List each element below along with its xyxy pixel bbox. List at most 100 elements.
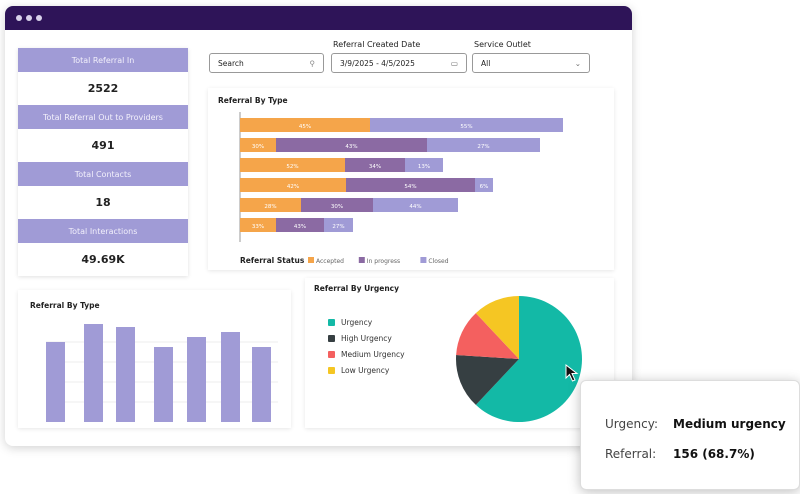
date-value: 3/9/2025 - 4/5/2025 bbox=[340, 58, 415, 68]
column-bar bbox=[221, 332, 240, 422]
pie-slice bbox=[456, 355, 519, 405]
column-bar bbox=[187, 337, 206, 422]
legend-swatch bbox=[328, 351, 335, 358]
bar-segment bbox=[370, 118, 563, 132]
stat-value: 2522 bbox=[87, 82, 119, 95]
data-label: 34% bbox=[369, 164, 381, 170]
stat-value: 49.69K bbox=[81, 253, 125, 266]
cursor-icon bbox=[565, 364, 579, 382]
pie-chart bbox=[456, 296, 582, 422]
bar-segment bbox=[346, 178, 475, 192]
outlet-value: All bbox=[481, 58, 491, 68]
bar-segment bbox=[240, 198, 301, 212]
bar-segment bbox=[240, 158, 345, 172]
column-bar bbox=[252, 347, 271, 422]
legend-label: Low Urgency bbox=[341, 366, 390, 375]
title-bar bbox=[5, 6, 632, 30]
legend-swatch bbox=[420, 257, 427, 263]
tooltip-key: Referral: bbox=[605, 447, 657, 461]
data-label: 45% bbox=[299, 124, 311, 130]
legend-item[interactable]: Urgency bbox=[328, 318, 405, 327]
date-label: Referral Created Date bbox=[333, 40, 421, 49]
window-dot-icon[interactable] bbox=[36, 15, 42, 21]
bar-segment bbox=[240, 218, 276, 232]
data-label: 54% bbox=[404, 184, 416, 190]
stacked-bar-chart: 45% 55% 30% 43% 27% 52% 34% 13% 42% 54% 6% 28% 30% 44… bbox=[239, 112, 563, 265]
stat-label: Total Referral Out to Providers bbox=[18, 105, 188, 129]
bar-segment bbox=[427, 138, 540, 152]
bar-segment bbox=[276, 218, 324, 232]
tooltip-value: 156 (68.7%) bbox=[673, 447, 755, 461]
bar-segment bbox=[373, 198, 458, 212]
data-label: 13% bbox=[418, 164, 430, 170]
legend-swatch bbox=[328, 335, 335, 342]
legend-item[interactable]: High Urgency bbox=[328, 334, 405, 343]
column-bar bbox=[116, 327, 135, 422]
stat-label: Total Referral In bbox=[18, 48, 188, 72]
window-dot-icon[interactable] bbox=[26, 15, 32, 21]
bar-segment bbox=[240, 118, 370, 132]
chevron-down-icon: ⌄ bbox=[574, 58, 581, 68]
window-dot-icon[interactable] bbox=[16, 15, 22, 21]
stats-panel: Total Referral In 2522 Total Referral Ou… bbox=[18, 48, 188, 276]
search-input[interactable]: Search ⚲ bbox=[209, 53, 324, 73]
stat-label: Total Contacts bbox=[18, 162, 188, 186]
data-label: 44% bbox=[409, 204, 421, 210]
legend-swatch bbox=[358, 257, 365, 263]
legend-item[interactable]: Low Urgency bbox=[328, 366, 405, 375]
legend-label: Urgency bbox=[341, 318, 373, 327]
search-icon: ⚲ bbox=[309, 58, 316, 68]
urgency-panel: Referral By Urgency Urgency High Urgency… bbox=[305, 278, 614, 428]
column-bar bbox=[154, 347, 173, 422]
stat-value: 18 bbox=[95, 196, 111, 209]
data-label: 33% bbox=[252, 224, 264, 230]
bar-segment bbox=[301, 198, 373, 212]
legend-title: Referral Status bbox=[240, 256, 305, 265]
legend-swatch bbox=[328, 319, 335, 326]
data-label: 28% bbox=[264, 204, 276, 210]
data-label: 43% bbox=[345, 144, 357, 150]
data-label: 27% bbox=[332, 224, 344, 230]
legend-label: High Urgency bbox=[341, 334, 392, 343]
column-bar bbox=[46, 342, 65, 422]
data-label: 55% bbox=[460, 124, 472, 130]
bar-segment bbox=[240, 138, 276, 152]
pie-slice bbox=[475, 296, 519, 359]
bar-segment bbox=[240, 178, 346, 192]
data-label: 30% bbox=[252, 144, 264, 150]
bar-segment bbox=[324, 218, 353, 232]
bar-segment bbox=[405, 158, 443, 172]
dashboard-window: Total Referral In 2522 Total Referral Ou… bbox=[5, 6, 632, 446]
data-label: 30% bbox=[331, 204, 343, 210]
legend-label: Accepted bbox=[316, 258, 344, 265]
tooltip-value: Medium urgency bbox=[673, 417, 786, 431]
bar-segment bbox=[475, 178, 493, 192]
column-bar bbox=[84, 324, 103, 422]
data-label: 27% bbox=[477, 144, 489, 150]
legend-item[interactable]: Medium Urgency bbox=[328, 350, 405, 359]
bar-segment bbox=[345, 158, 405, 172]
stat-label: Total Interactions bbox=[18, 219, 188, 243]
outlet-select[interactable]: All ⌄ bbox=[472, 53, 590, 73]
data-label: 42% bbox=[287, 184, 299, 190]
legend-swatch bbox=[308, 257, 314, 263]
outlet-label: Service Outlet bbox=[474, 40, 531, 49]
legend-swatch bbox=[328, 367, 335, 374]
referral-type-stacked-panel: Referral By Type 45% 55% 30% 43% 27% 52% 34% 13… bbox=[208, 88, 614, 270]
pie-legend: Urgency High Urgency Medium Urgency Low … bbox=[328, 318, 405, 382]
bar-segment bbox=[276, 138, 427, 152]
data-label: 43% bbox=[294, 224, 306, 230]
search-placeholder: Search bbox=[218, 58, 244, 68]
column-chart bbox=[46, 324, 278, 422]
date-range-input[interactable]: 3/9/2025 - 4/5/2025 ▭ bbox=[331, 53, 467, 73]
pie-tooltip: Urgency: Medium urgency Referral: 156 (68.… bbox=[580, 380, 800, 490]
pie-slice bbox=[456, 313, 519, 359]
legend-label: Medium Urgency bbox=[341, 350, 405, 359]
chart-title: Referral By Urgency bbox=[314, 284, 399, 293]
legend-label: Closed bbox=[428, 258, 448, 265]
calendar-icon[interactable]: ▭ bbox=[450, 58, 458, 68]
stat-value: 491 bbox=[91, 139, 115, 152]
legend-label: In progress bbox=[367, 258, 400, 265]
chart-title: Referral By Type bbox=[30, 301, 100, 310]
referral-type-column-panel: Referral By Type bbox=[18, 290, 291, 428]
